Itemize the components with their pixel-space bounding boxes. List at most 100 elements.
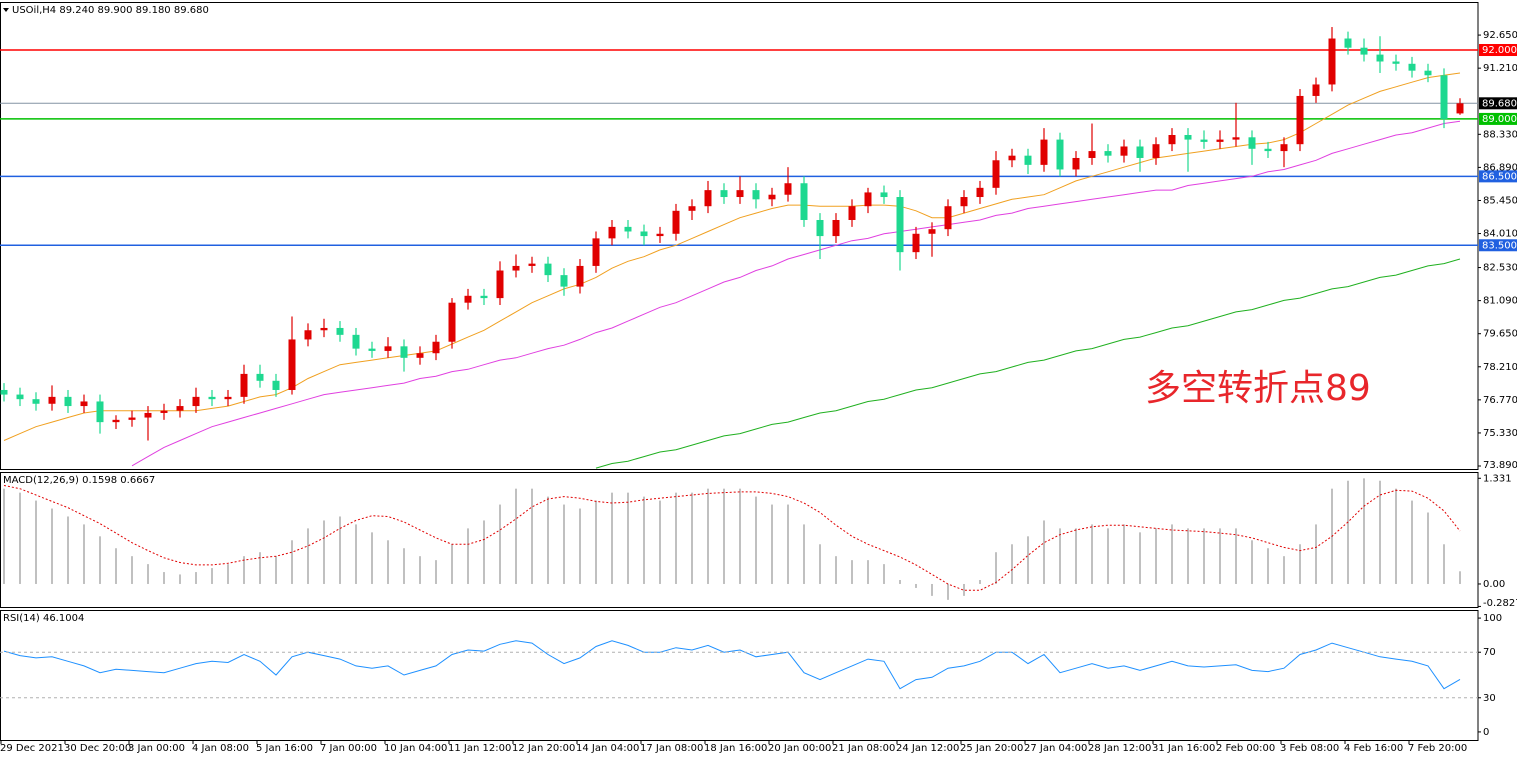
candle-body [896,197,904,253]
candle-body [912,233,920,253]
candle-body [448,302,456,342]
candle-body [384,346,392,351]
x-tick-label: 21 Jan 08:00 [832,743,895,754]
y-tick-label: 86.890 [1483,162,1517,173]
y-tick-label: 88.330 [1483,129,1517,140]
panel-frame [0,2,1479,470]
candle-body [64,396,72,407]
y-tick-label: 82.530 [1483,263,1517,274]
candle-body [96,401,104,423]
level-label-bg [1479,239,1517,252]
candle-body [112,419,120,423]
candle-body [1312,84,1320,96]
y-tick-label: 0.00 [1483,579,1505,590]
y-tick-label: 78.210 [1483,362,1517,373]
candle-body [736,190,744,198]
candle-body [1120,146,1128,156]
candle-body [624,226,632,232]
y-tick-label: 81.090 [1483,296,1517,307]
candle-body [512,265,520,271]
candle-body [256,373,264,381]
x-tick-label: 5 Jan 16:00 [256,743,313,754]
candle-body [864,192,872,207]
candle-body [704,190,712,207]
candle-body [688,206,696,211]
candle-body [768,194,776,200]
y-tick-label: 73.890 [1483,460,1517,471]
candle-body [432,341,440,354]
candle-body [1040,139,1048,165]
x-tick-label: 31 Jan 16:00 [1152,743,1215,754]
candle-body [528,263,536,266]
y-tick-label: 70 [1483,647,1496,658]
candle-body [144,412,152,418]
candle-body [672,210,680,234]
y-tick-label: 91.210 [1483,63,1517,74]
candle-body [1136,146,1144,158]
candle-body [1296,95,1304,145]
y-tick-label: 76.770 [1483,395,1517,406]
level-label-bg [1479,112,1517,125]
candle-body [320,327,328,331]
x-tick-label: 11 Jan 12:00 [448,743,511,754]
y-tick-label: -0.2827 [1483,598,1517,609]
candle-body [608,226,616,239]
candle-body [1056,139,1064,170]
candle-body [1424,70,1432,76]
level-label: 83.500 [1482,240,1517,251]
candle-body [336,327,344,335]
y-tick-label: 30 [1483,693,1496,704]
candle-body [960,197,968,207]
candle-body [80,401,88,407]
candle-body [784,183,792,195]
x-tick-label: 12 Jan 20:00 [512,743,575,754]
x-tick-label: 18 Jan 16:00 [704,743,767,754]
candle-body [720,190,728,198]
level-label: 89.000 [1482,114,1517,125]
candle-body [1168,135,1176,145]
x-tick-label: 14 Jan 04:00 [576,743,639,754]
level-label-bg [1479,44,1517,57]
x-tick-label: 28 Jan 12:00 [1088,743,1151,754]
candle-body [1440,75,1448,119]
candle-body [816,219,824,237]
panel-title: MACD(12,26,9) 0.1598 0.6667 [3,475,155,486]
x-tick-label: 20 Jan 00:00 [768,743,831,754]
candle-body [1376,54,1384,62]
candle-body [1008,155,1016,161]
candle-body [48,396,56,404]
candle-body [304,330,312,340]
annotation: 多空转折点89 [1145,368,1371,409]
y-tick-label: 79.650 [1483,329,1517,340]
candle-body [352,334,360,349]
candle-body [176,406,184,411]
candle-body [208,396,216,400]
candle-body [1104,151,1112,156]
x-tick-label: 7 Feb 20:00 [1408,743,1467,754]
candle-body [1264,148,1272,152]
candle-body [32,399,40,404]
x-tick-label: 29 Dec 2021 [0,743,64,754]
candle-body [576,265,584,287]
x-tick-label: 25 Jan 20:00 [960,743,1023,754]
candle-body [1152,144,1160,158]
candle-body [1408,63,1416,71]
x-tick-label: 17 Jan 08:00 [640,743,703,754]
indicator-line [3,640,1461,690]
level-label: 86.500 [1482,171,1517,182]
candle-body [640,231,648,237]
indicator-line [595,258,1461,469]
candle-body [848,206,856,220]
candle-body [464,295,472,303]
y-tick-label: 100 [1483,613,1502,624]
candle-body [832,219,840,237]
candle-body [496,270,504,299]
x-tick-label: 3 Jan 00:00 [128,743,185,754]
candle-body [1088,151,1096,158]
candle-body [880,192,888,198]
candle-body [592,238,600,266]
candle-body [1360,47,1368,55]
candle-body [560,275,568,287]
candle-body [192,396,200,407]
x-tick-label: 30 Dec 20:00 [64,743,131,754]
